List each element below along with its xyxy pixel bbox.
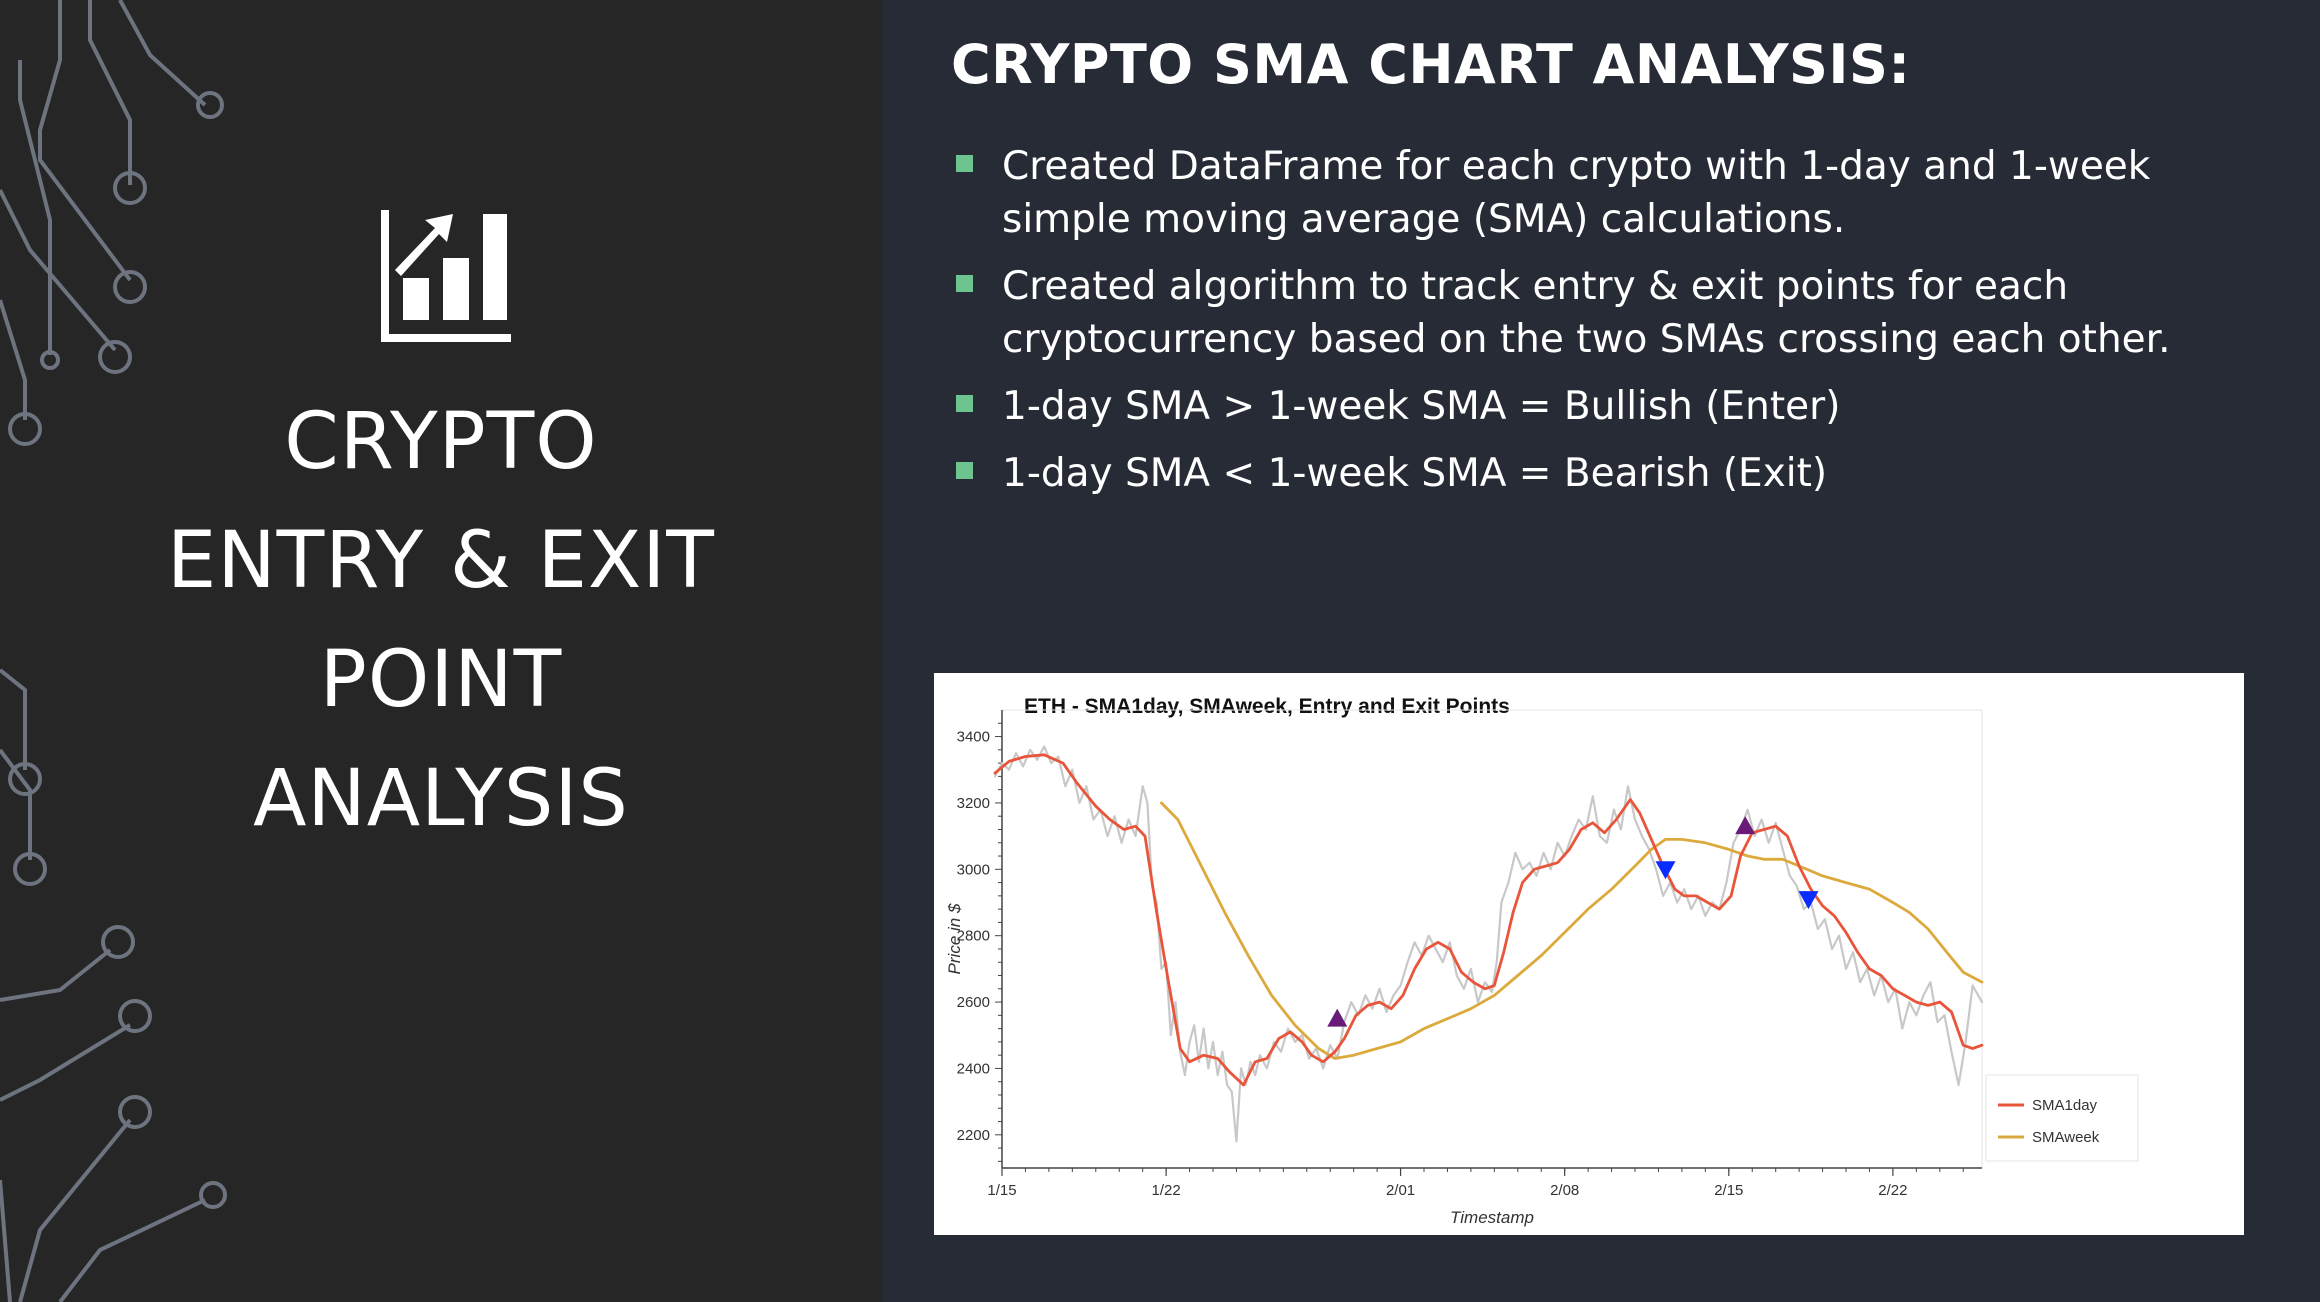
series-line-smaweek: [1160, 801, 1984, 1060]
title-line-2: ENTRY & EXIT: [167, 516, 715, 606]
legend-box: [1985, 1074, 2139, 1162]
legend-label: SMAweek: [2032, 1129, 2100, 1146]
bullet-text: Created DataFrame for each crypto with 1…: [1002, 144, 2151, 242]
eth-sma-chart: ETH - SMA1day, SMAweek, Entry and Exit P…: [945, 695, 2139, 1227]
bullet-item: Created DataFrame for each crypto with 1…: [951, 140, 2251, 246]
legend-label: SMA1day: [2032, 1097, 2098, 1114]
title-line-4: ANALYSIS: [253, 754, 629, 844]
bullet-item: 1-day SMA > 1-week SMA = Bullish (Enter): [951, 380, 2251, 433]
x-tick-label: 1/22: [1152, 1182, 1181, 1199]
entry-marker: [1327, 1008, 1348, 1027]
chart-container: ETH - SMA1day, SMAweek, Entry and Exit P…: [934, 673, 2244, 1235]
section-heading: CRYPTO SMA CHART ANALYSIS:: [951, 33, 1911, 96]
bullet-text: 1-day SMA > 1-week SMA = Bullish (Enter): [1002, 384, 1841, 429]
bullet-text: 1-day SMA < 1-week SMA = Bearish (Exit): [1002, 451, 1828, 496]
bullet-marker: [956, 395, 973, 412]
x-tick-label: 2/08: [1550, 1182, 1579, 1199]
left-panel: CRYPTO ENTRY & EXIT POINT ANALYSIS: [0, 0, 882, 1302]
y-tick-label: 3400: [957, 729, 990, 746]
bullet-marker: [956, 462, 973, 479]
signal-markers: [1327, 816, 1819, 1027]
plot-area: [1001, 709, 1983, 1169]
x-tick-label: 2/15: [1714, 1182, 1743, 1199]
bullet-text: Created algorithm to track entry & exit …: [1002, 264, 2171, 362]
x-tick-label: 1/15: [987, 1182, 1016, 1199]
x-tick-label: 2/01: [1386, 1182, 1415, 1199]
exit-marker: [1798, 891, 1819, 910]
slide-title: CRYPTO ENTRY & EXIT POINT ANALYSIS: [0, 383, 882, 859]
x-axis-label: Timestamp: [1450, 1208, 1534, 1227]
chart-legend: SMA1day SMAweek: [1985, 1074, 2139, 1162]
chart-title: ETH - SMA1day, SMAweek, Entry and Exit P…: [1024, 695, 1510, 718]
bullet-marker: [956, 275, 973, 292]
series-line-price: [993, 745, 1984, 1143]
series-layer: [993, 745, 1984, 1143]
bullet-marker: [956, 155, 973, 172]
y-tick-label: 3200: [957, 795, 990, 812]
bar-chart-trend-icon: [381, 210, 511, 342]
exit-marker: [1655, 861, 1676, 880]
y-axis-label: Price in $: [945, 903, 964, 974]
y-tick-label: 3000: [957, 861, 990, 878]
axes: 2200 2400 2600 2800 3000 3200 3400 1/15 1/22 2/01…: [957, 710, 1982, 1199]
x-tick-label: 2/22: [1878, 1182, 1907, 1199]
title-line-3: POINT: [319, 635, 563, 725]
y-tick-label: 2200: [957, 1127, 990, 1144]
entry-marker: [1735, 816, 1756, 835]
bullet-item: Created algorithm to track entry & exit …: [951, 260, 2251, 366]
circuit-decoration: [0, 0, 227, 1302]
y-tick-label: 2800: [957, 928, 990, 945]
title-line-1: CRYPTO: [284, 397, 598, 487]
bullet-list: Created DataFrame for each crypto with 1…: [951, 140, 2251, 514]
bullet-item: 1-day SMA < 1-week SMA = Bearish (Exit): [951, 447, 2251, 500]
series-line-sma1day: [993, 753, 1984, 1087]
plot-border: [1001, 709, 1983, 1169]
y-tick-label: 2600: [957, 994, 990, 1011]
y-tick-label: 2400: [957, 1060, 990, 1077]
